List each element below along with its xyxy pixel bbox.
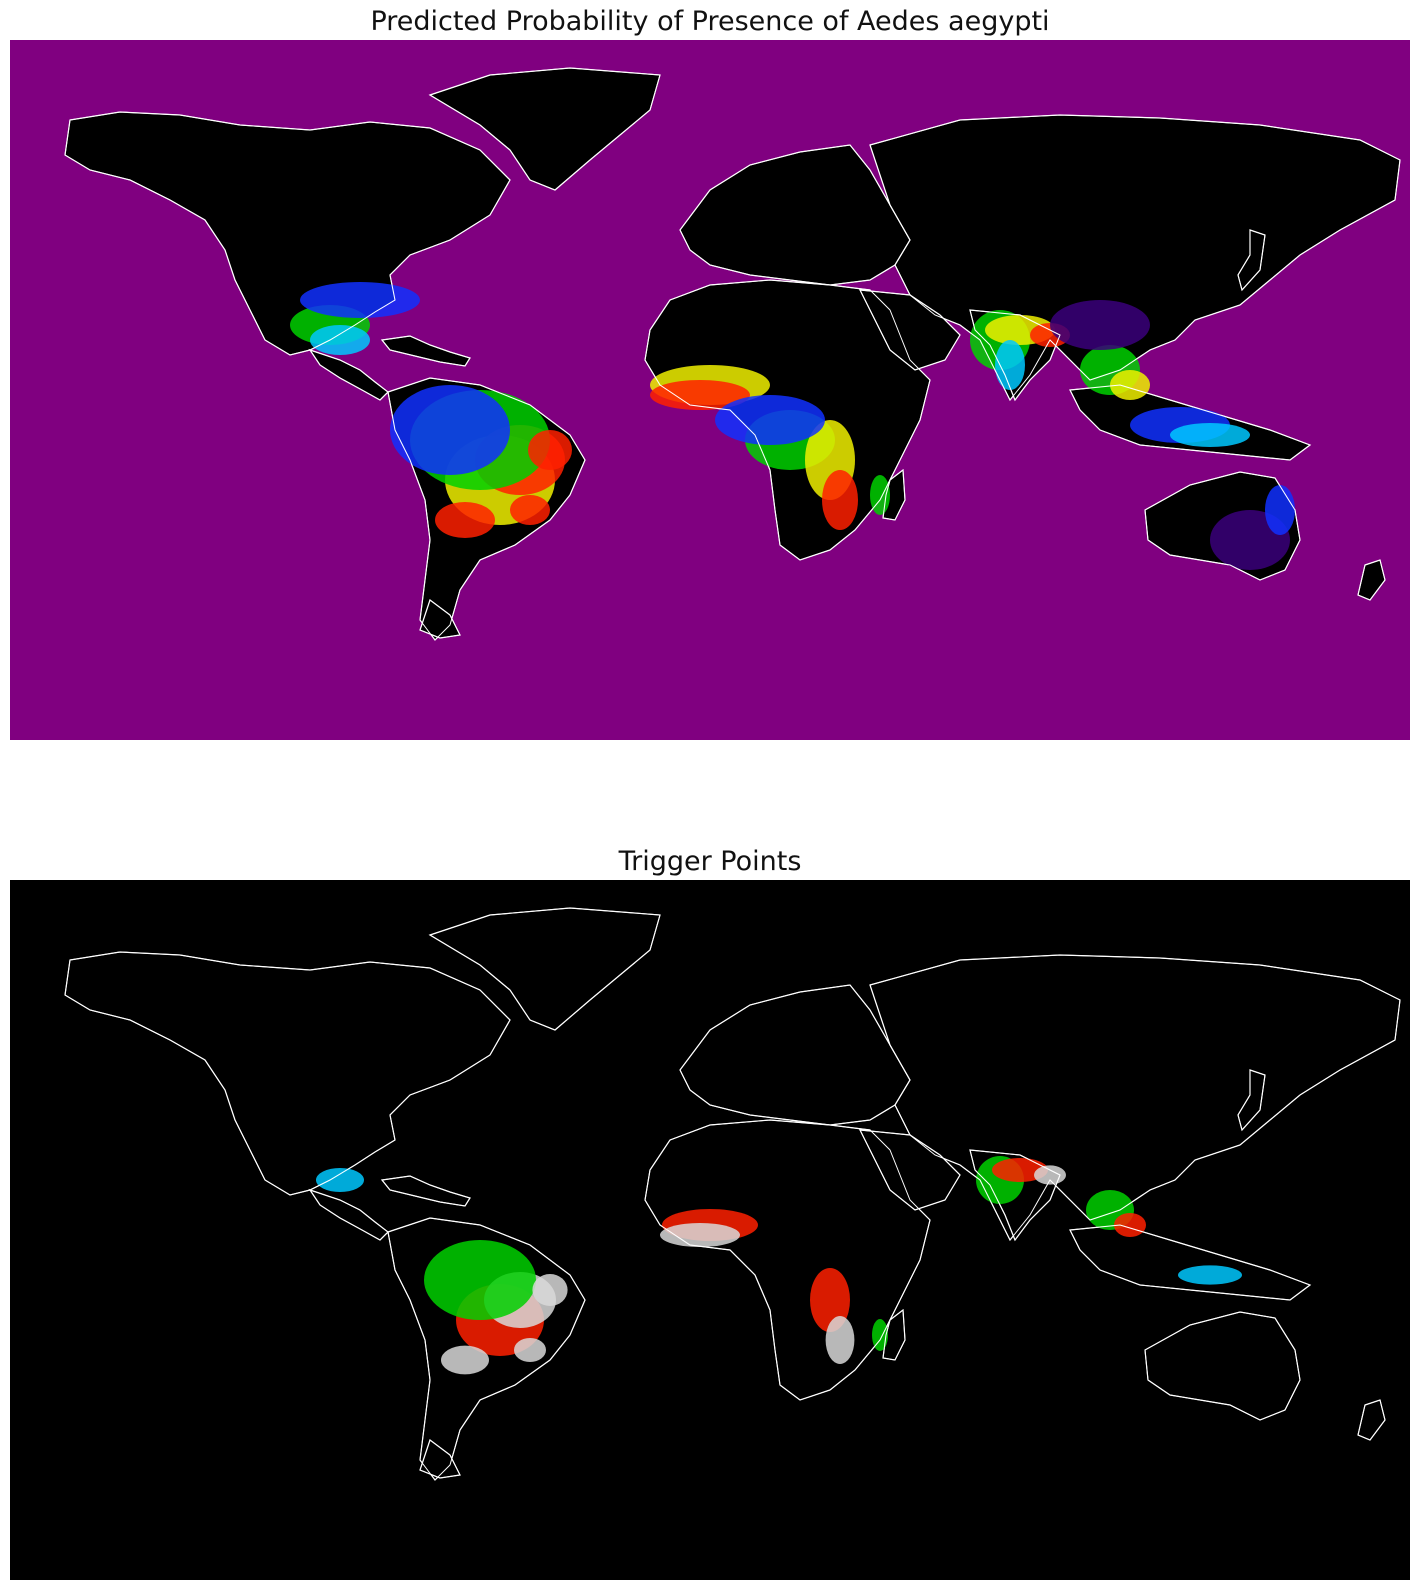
coastline-asia <box>869 954 1401 1241</box>
probability-cluster-22 <box>822 470 858 530</box>
probability-cluster-4 <box>435 502 495 538</box>
trigger-cluster-17 <box>1178 1265 1242 1285</box>
probability-cluster-17 <box>1170 423 1250 447</box>
coastline-north-america <box>64 111 511 356</box>
trigger-cluster-2 <box>424 1240 536 1320</box>
trigger-points-title: Trigger Points <box>618 846 802 877</box>
probability-cluster-3 <box>390 385 510 475</box>
coastline-south-america <box>387 377 586 641</box>
coastline-caribbean <box>381 1175 471 1207</box>
probability-map-title: Predicted Probability of Presence of Aed… <box>370 6 1050 37</box>
probability-map-svg <box>10 40 1410 740</box>
coastline-antarctic-tip <box>419 599 461 639</box>
probability-cluster-9 <box>310 325 370 355</box>
coastline-india <box>969 1149 1061 1242</box>
probability-cluster-23 <box>715 395 825 445</box>
probability-cluster-5 <box>510 495 550 525</box>
coastline-caribbean <box>381 335 471 367</box>
coastline-madagascar <box>882 469 906 521</box>
trigger-points-map <box>10 880 1410 1580</box>
trigger-cluster-15 <box>1114 1213 1146 1237</box>
coastline-se-asia-islands <box>1069 1224 1312 1301</box>
trigger-cluster-6 <box>532 1274 568 1306</box>
coastline-asia <box>869 114 1401 401</box>
probability-cluster-19 <box>650 380 750 410</box>
probability-cluster-6 <box>528 430 572 470</box>
trigger-cluster-22 <box>825 1316 855 1364</box>
trigger-cluster-11 <box>992 1158 1048 1182</box>
coastline-australia <box>1144 471 1301 581</box>
probability-layer <box>290 282 1295 570</box>
probability-cluster-26 <box>1265 485 1295 535</box>
trigger-cluster-19 <box>660 1223 740 1247</box>
coastline-arabia <box>859 289 961 371</box>
coastline-madagascar <box>882 1309 906 1361</box>
coastline-japan <box>1237 1069 1266 1132</box>
trigger-cluster-5 <box>514 1338 546 1362</box>
probability-cluster-13 <box>995 340 1025 390</box>
coastline-se-asia-islands <box>1069 384 1312 461</box>
coastline-new-zealand <box>1357 559 1386 601</box>
coastline-arabia <box>859 1129 961 1211</box>
coastline-north-america <box>64 951 511 1196</box>
coastline-japan <box>1237 229 1266 292</box>
coastline-new-zealand <box>1357 1399 1386 1441</box>
coastline-india <box>969 309 1061 402</box>
probability-map <box>10 40 1410 740</box>
trigger-cluster-24 <box>872 1319 888 1351</box>
coastline-greenland <box>428 67 661 191</box>
trigger-point-layer <box>316 1156 1242 1375</box>
probability-cluster-27 <box>1050 300 1150 350</box>
coastline-greenland <box>428 907 661 1031</box>
coastline-central-america <box>308 349 389 401</box>
probability-cluster-15 <box>1110 370 1150 400</box>
coastline-australia <box>1144 1311 1301 1421</box>
coastline-south-america <box>387 1217 586 1481</box>
coastline-africa <box>644 279 931 561</box>
probability-cluster-8 <box>300 282 420 318</box>
coastline-africa <box>644 1119 931 1401</box>
coastline-central-america <box>308 1189 389 1241</box>
coastline-antarctic-tip <box>419 1439 461 1479</box>
trigger-cluster-4 <box>441 1345 489 1375</box>
trigger-points-map-svg <box>10 880 1410 1580</box>
trigger-cluster-12 <box>1034 1165 1066 1185</box>
trigger-cluster-9 <box>316 1168 364 1192</box>
